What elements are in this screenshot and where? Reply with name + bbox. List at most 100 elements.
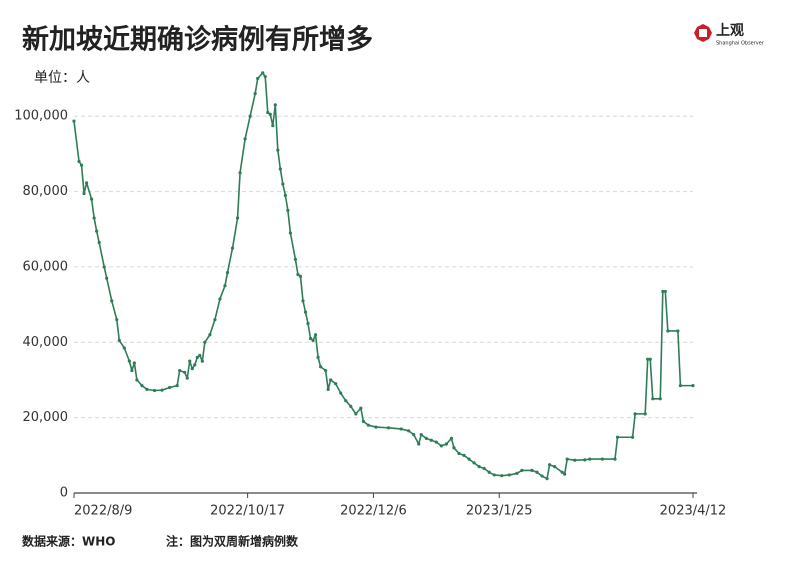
point (329, 378, 333, 382)
point (434, 440, 438, 444)
point (105, 276, 109, 280)
point (691, 384, 695, 388)
logo-icon-inner (699, 29, 707, 37)
point (583, 458, 587, 462)
y-tick-label: 20,000 (23, 410, 69, 425)
point (318, 365, 323, 369)
point (115, 318, 119, 322)
point (122, 346, 126, 350)
point (95, 229, 99, 233)
point (140, 384, 144, 388)
point (183, 370, 187, 375)
point (560, 470, 564, 474)
point (130, 368, 134, 373)
point (296, 272, 300, 277)
point (79, 163, 84, 167)
point (263, 75, 267, 79)
point (354, 412, 358, 416)
point (84, 181, 89, 185)
point (273, 103, 277, 107)
point (132, 361, 136, 365)
point (110, 299, 114, 303)
point (313, 333, 318, 337)
point (266, 110, 270, 115)
point (419, 432, 423, 437)
point (248, 114, 252, 118)
point (268, 112, 272, 116)
point (535, 470, 539, 474)
point (407, 429, 411, 433)
y-tick-label: 80,000 (23, 184, 69, 199)
point (361, 419, 365, 424)
point (530, 468, 534, 472)
x-tick-label: 2023/1/25 (466, 504, 533, 519)
point (646, 357, 650, 361)
logo-name: 上观 (716, 23, 744, 39)
point (424, 436, 428, 440)
y-tick-label: 100,000 (14, 109, 68, 124)
logo-subtitle: Shanghai Observer (716, 41, 765, 47)
point (588, 457, 592, 461)
y-tick-label: 40,000 (23, 335, 69, 350)
point (417, 442, 421, 446)
point (563, 472, 567, 476)
point (225, 270, 230, 275)
point (198, 353, 202, 358)
y-tick-label: 0 (60, 486, 68, 501)
point (482, 466, 486, 471)
point (359, 406, 363, 410)
point (218, 297, 222, 301)
point (334, 382, 338, 386)
point (135, 378, 139, 382)
point (77, 159, 81, 164)
point (633, 412, 637, 416)
y-tick-label: 60,000 (23, 259, 69, 274)
logo: 上观 Shanghai Observer (694, 23, 765, 47)
note: 注：图为双周新增病例数 (166, 534, 299, 549)
point (515, 471, 519, 476)
point (286, 208, 290, 213)
point (203, 340, 207, 344)
point (449, 436, 454, 440)
point (283, 193, 287, 197)
point (547, 463, 552, 467)
point (308, 336, 313, 341)
point (190, 367, 194, 371)
point (462, 453, 466, 457)
point (256, 76, 260, 81)
point (399, 427, 403, 431)
point (467, 457, 471, 461)
point (276, 148, 280, 152)
point (298, 274, 303, 278)
point (613, 457, 617, 461)
x-tick-label: 2022/8/9 (74, 504, 132, 519)
point (678, 384, 683, 388)
point (102, 265, 106, 269)
point (429, 438, 433, 442)
point (293, 257, 298, 261)
point (306, 321, 310, 326)
point (97, 240, 101, 245)
point (386, 426, 391, 430)
point (666, 329, 670, 333)
point (553, 465, 557, 469)
point (152, 388, 157, 393)
point (412, 432, 416, 437)
point (477, 465, 481, 469)
point (565, 457, 569, 461)
point (188, 359, 192, 363)
point (374, 425, 378, 429)
point (573, 458, 577, 462)
point (127, 359, 131, 363)
point (648, 357, 652, 361)
point (145, 387, 149, 391)
point (324, 368, 328, 373)
x-tick-label: 2023/4/12 (660, 504, 727, 519)
point (72, 119, 76, 123)
point (271, 124, 275, 128)
point (615, 435, 620, 439)
point (487, 470, 491, 474)
point (175, 384, 179, 388)
point (235, 216, 240, 220)
point (339, 391, 343, 395)
